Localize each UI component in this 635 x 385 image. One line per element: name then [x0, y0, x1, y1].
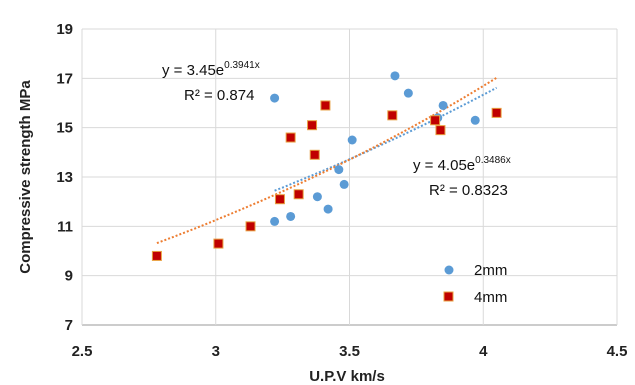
- point-2mm: [339, 179, 349, 189]
- y-tick-label: 9: [65, 268, 73, 285]
- x-tick-label: 4: [479, 343, 488, 360]
- x-tick-label: 4.5: [607, 343, 628, 360]
- data-points: [151, 71, 502, 261]
- point-4mm: [293, 189, 304, 200]
- y-tick-label: 15: [56, 120, 73, 137]
- point-2mm: [390, 71, 400, 81]
- point-4mm: [245, 221, 256, 232]
- legend-label-4mm: 4mm: [474, 289, 507, 306]
- legend-marker-2mm: [444, 265, 454, 275]
- legend: 2mm 4mm: [443, 262, 507, 306]
- point-2mm: [438, 100, 448, 110]
- point-2mm: [270, 216, 280, 226]
- y-tick-label: 11: [57, 218, 73, 235]
- point-2mm: [334, 165, 344, 175]
- point-2mm: [270, 93, 280, 103]
- point-4mm: [151, 250, 162, 261]
- point-2mm: [470, 115, 480, 125]
- point-4mm: [387, 110, 398, 121]
- point-4mm: [320, 100, 331, 111]
- point-4mm: [430, 115, 441, 126]
- point-2mm: [323, 204, 333, 214]
- point-2mm: [286, 211, 296, 221]
- tick-labels: 7 9 11 13 15 17 19 2.5 3 3.5 4 4.5: [56, 21, 627, 360]
- y-tick-label: 7: [65, 317, 73, 334]
- x-axis-title: U.P.V km/s: [309, 368, 385, 385]
- point-4mm: [307, 120, 318, 131]
- point-4mm: [435, 125, 446, 136]
- trendline-4mm: [156, 76, 498, 245]
- equation-4mm-base: y = 3.45e: [162, 62, 224, 79]
- point-4mm: [491, 107, 502, 118]
- legend-marker-4mm: [443, 291, 454, 302]
- equation-2mm-base: y = 4.05e: [413, 157, 475, 174]
- trendlines: [156, 76, 498, 245]
- point-4mm: [213, 238, 224, 249]
- point-4mm: [285, 132, 296, 143]
- equation-2mm: y = 4.05e0.3486x: [413, 155, 511, 174]
- point-4mm: [309, 149, 320, 160]
- equation-4mm: y = 3.45e0.3941x: [162, 60, 260, 79]
- equation-4mm-exponent: 0.3941x: [224, 60, 260, 71]
- equation-2mm-exponent: 0.3486x: [475, 155, 511, 166]
- r2-2mm: R² = 0.8323: [429, 182, 508, 199]
- y-tick-label: 13: [56, 169, 73, 186]
- point-2mm: [347, 135, 357, 145]
- gridlines: [81, 28, 618, 326]
- x-tick-label: 3.5: [339, 343, 360, 360]
- r2-4mm: R² = 0.874: [184, 87, 254, 104]
- legend-label-2mm: 2mm: [474, 262, 507, 279]
- x-tick-label: 2.5: [72, 343, 93, 360]
- point-4mm: [274, 194, 285, 205]
- y-tick-label: 17: [56, 70, 73, 87]
- point-2mm: [312, 192, 322, 202]
- trendline-2mm: [274, 86, 498, 192]
- point-2mm: [403, 88, 413, 98]
- y-axis-title: Compressive strength MPa: [17, 80, 34, 274]
- y-tick-label: 19: [56, 21, 73, 38]
- x-tick-label: 3: [212, 343, 220, 360]
